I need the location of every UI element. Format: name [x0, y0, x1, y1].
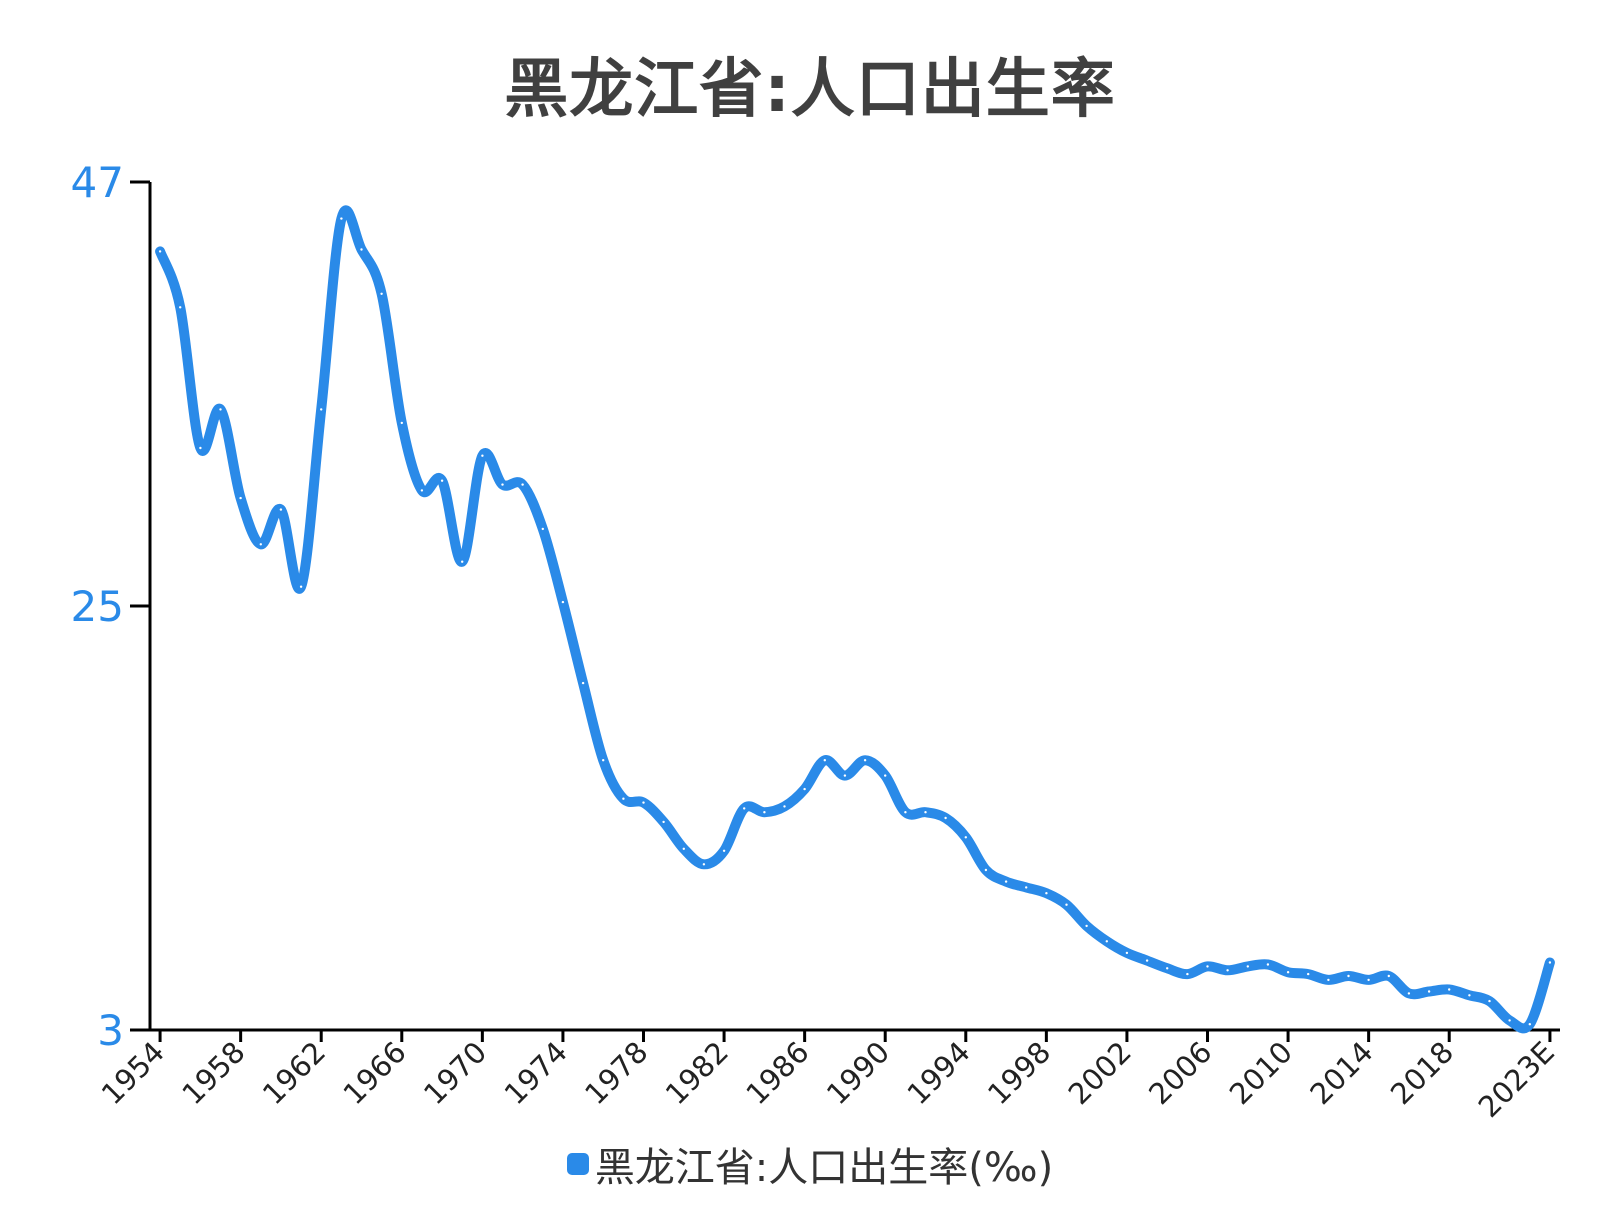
data-point — [340, 217, 343, 220]
data-point — [1548, 961, 1552, 964]
data-point — [420, 489, 424, 492]
data-point — [1448, 988, 1451, 991]
data-point — [642, 801, 645, 804]
legend-swatch — [566, 1153, 589, 1175]
data-point — [521, 483, 524, 486]
data-point — [1427, 990, 1431, 993]
x-tick-label: 1966 — [337, 1035, 413, 1111]
x-tick-label: 1974 — [498, 1035, 574, 1111]
data-point — [1045, 892, 1048, 895]
data-point — [581, 681, 585, 685]
data-point — [662, 820, 665, 824]
data-point — [360, 248, 363, 251]
data-point — [863, 759, 867, 762]
data-point — [400, 421, 403, 425]
data-point — [1004, 880, 1008, 883]
x-tick-label: 1986 — [739, 1035, 815, 1111]
data-point — [1206, 965, 1209, 968]
data-point — [702, 863, 706, 866]
legend[interactable]: 黑龙江省:人口出生率(‰) — [0, 1135, 1620, 1193]
data-point — [1347, 974, 1350, 978]
data-point — [1407, 992, 1411, 995]
x-tick-label: 2010 — [1223, 1035, 1299, 1111]
x-tick-label: 1994 — [901, 1035, 977, 1111]
data-point — [481, 454, 484, 457]
data-point — [1105, 940, 1109, 943]
data-point — [682, 847, 685, 850]
data-point — [904, 811, 907, 814]
data-point — [803, 787, 806, 791]
data-point — [1145, 959, 1149, 962]
y-tick-label: 47 — [71, 158, 124, 207]
data-point — [1025, 886, 1028, 889]
x-tick-label: 1982 — [659, 1035, 735, 1111]
data-point — [501, 483, 504, 486]
data-point — [1065, 903, 1068, 906]
data-point — [541, 527, 544, 531]
data-point — [944, 816, 947, 820]
data-point — [259, 543, 262, 546]
data-point — [722, 849, 726, 852]
data-point — [924, 811, 927, 814]
data-point — [743, 807, 746, 810]
data-point — [1367, 978, 1370, 982]
x-tick-label: 2023E — [1472, 1035, 1561, 1124]
data-point — [843, 774, 847, 777]
x-tick-label: 1978 — [578, 1035, 654, 1111]
data-point — [1387, 974, 1391, 978]
x-tick-label: 1962 — [256, 1035, 332, 1111]
chart-title: 黑龙江省:人口出生率 — [504, 53, 1116, 127]
x-tick-label: 2014 — [1303, 1035, 1379, 1111]
data-point — [1488, 999, 1491, 1003]
data-point — [1085, 924, 1088, 928]
data-point — [1307, 972, 1310, 976]
data-point — [823, 759, 826, 762]
data-point — [783, 805, 786, 808]
x-tick-label: 1990 — [820, 1035, 896, 1111]
legend-label: 黑龙江省:人口出生率(‰) — [594, 1145, 1054, 1191]
data-point — [380, 292, 383, 295]
data-point — [299, 585, 303, 588]
data-point — [1166, 967, 1169, 970]
data-point — [763, 811, 766, 814]
data-point — [320, 408, 323, 411]
y-tick-label: 25 — [71, 582, 124, 631]
data-point — [622, 797, 625, 800]
data-point — [884, 774, 887, 777]
data-point — [1327, 978, 1330, 982]
data-point — [602, 759, 605, 762]
x-tick-label: 1998 — [981, 1035, 1057, 1111]
data-point — [964, 836, 967, 839]
data-point — [1266, 963, 1270, 966]
data-point — [1125, 951, 1129, 955]
x-tick-label: 2006 — [1142, 1035, 1218, 1111]
data-point — [440, 479, 444, 482]
x-tick-label: 1970 — [417, 1035, 493, 1111]
x-tick-label: 1958 — [175, 1035, 251, 1111]
data-point — [219, 408, 222, 411]
data-point — [1468, 994, 1471, 997]
data-point — [239, 496, 242, 500]
data-point — [984, 868, 988, 872]
data-point — [1286, 971, 1290, 974]
data-point — [561, 600, 565, 604]
data-point — [1186, 972, 1189, 976]
data-point — [158, 250, 162, 253]
y-tick-label: 3 — [97, 1006, 124, 1055]
data-point — [461, 560, 464, 563]
x-tick-label: 2002 — [1062, 1035, 1138, 1111]
data-point — [199, 446, 202, 450]
series-line — [155, 205, 1555, 1034]
data-point — [179, 306, 182, 309]
data-point — [279, 508, 283, 511]
x-tick-label: 2018 — [1384, 1035, 1460, 1111]
data-point — [1226, 969, 1229, 972]
series-layer — [155, 205, 1555, 1034]
data-point — [1528, 1022, 1532, 1026]
data-point — [1508, 1019, 1511, 1022]
data-point — [1246, 965, 1250, 968]
